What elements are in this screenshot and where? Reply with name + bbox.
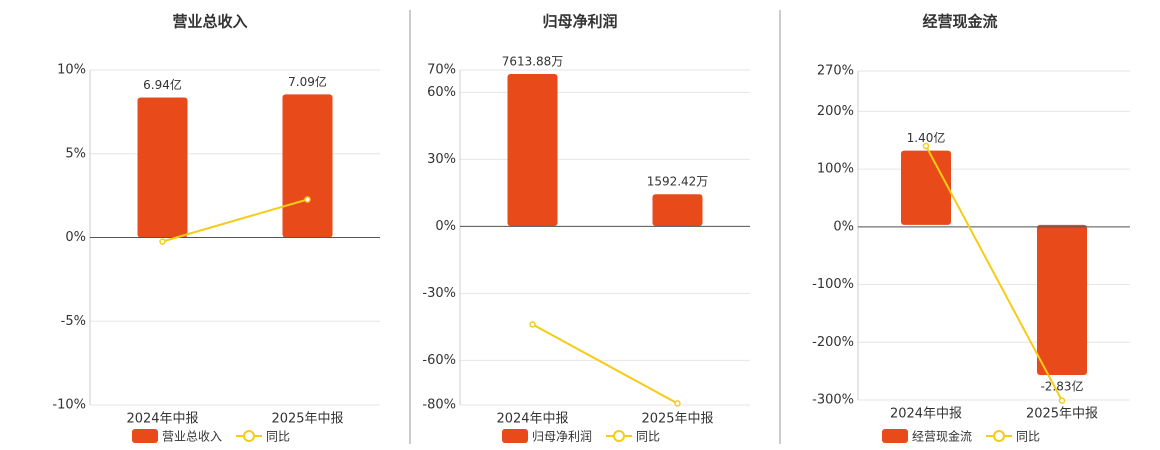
- line: [925, 145, 1063, 402]
- y-tick-label: -300%: [812, 393, 854, 408]
- value-label: 1.40亿: [907, 130, 946, 145]
- x-tick-label: 2025年中报: [271, 412, 343, 427]
- line-point: [159, 238, 166, 245]
- y-tick-label: -5%: [61, 314, 86, 329]
- y-tick-label: 70%: [427, 63, 456, 78]
- value-label: 6.94亿: [143, 77, 182, 92]
- x-tick-label: 2024年中报: [126, 412, 198, 427]
- y-tick-label: 0%: [435, 219, 456, 234]
- legend-swatch: [502, 429, 528, 443]
- line-point: [674, 400, 681, 407]
- legend-swatch: [613, 430, 625, 442]
- legend-label: 同比: [636, 430, 660, 444]
- bar: [1037, 224, 1087, 376]
- y-tick-label: 100%: [817, 162, 854, 177]
- y-tick-label: 30%: [427, 152, 456, 167]
- y-tick-label: -60%: [422, 353, 456, 368]
- x-tick-label: 2024年中报: [890, 407, 962, 422]
- legend-label: 归母净利润: [532, 430, 592, 444]
- bar: [137, 97, 188, 238]
- line-point: [922, 142, 930, 150]
- y-tick-label: 0%: [65, 230, 86, 245]
- legend-label: 营业总收入: [162, 430, 222, 444]
- value-label: -2.83亿: [1040, 379, 1083, 394]
- line: [532, 323, 678, 405]
- line-point: [529, 321, 536, 328]
- y-tick-label: 10%: [57, 63, 86, 78]
- legend-swatch: [882, 429, 908, 443]
- x-tick-label: 2025年中报: [1026, 407, 1098, 422]
- x-tick-label: 2025年中报: [641, 412, 713, 427]
- line-point: [304, 196, 311, 203]
- chart-title: 归母净利润: [542, 13, 617, 31]
- y-tick-label: 270%: [817, 64, 854, 79]
- legend-label: 同比: [1016, 430, 1040, 444]
- value-label: 1592.42万: [647, 175, 709, 189]
- y-tick-label: 60%: [427, 85, 456, 100]
- y-tick-label: -10%: [52, 398, 86, 413]
- value-label: 7613.88万: [502, 55, 564, 69]
- legend-swatch: [132, 429, 158, 443]
- bar: [652, 194, 703, 226]
- value-label: 7.09亿: [288, 74, 327, 89]
- y-tick-label: -100%: [812, 277, 854, 292]
- chart-title: 营业总收入: [172, 13, 247, 31]
- y-tick-label: 5%: [65, 146, 86, 161]
- legend-label: 经营现金流: [912, 429, 972, 444]
- line-point: [1058, 397, 1066, 404]
- line: [162, 198, 308, 243]
- x-tick-label: 2024年中报: [496, 412, 568, 427]
- legend-label: 同比: [266, 430, 290, 444]
- legend-swatch: [993, 430, 1005, 442]
- y-tick-label: -30%: [422, 286, 456, 301]
- bar: [282, 94, 333, 238]
- y-tick-label: -80%: [422, 398, 456, 413]
- y-tick-label: 0%: [833, 219, 854, 234]
- legend-swatch: [243, 430, 255, 442]
- y-tick-label: -200%: [812, 335, 854, 350]
- chart-title: 经营现金流: [922, 13, 997, 31]
- bar: [901, 150, 951, 225]
- y-tick-label: 200%: [817, 104, 854, 119]
- bar: [507, 74, 558, 226]
